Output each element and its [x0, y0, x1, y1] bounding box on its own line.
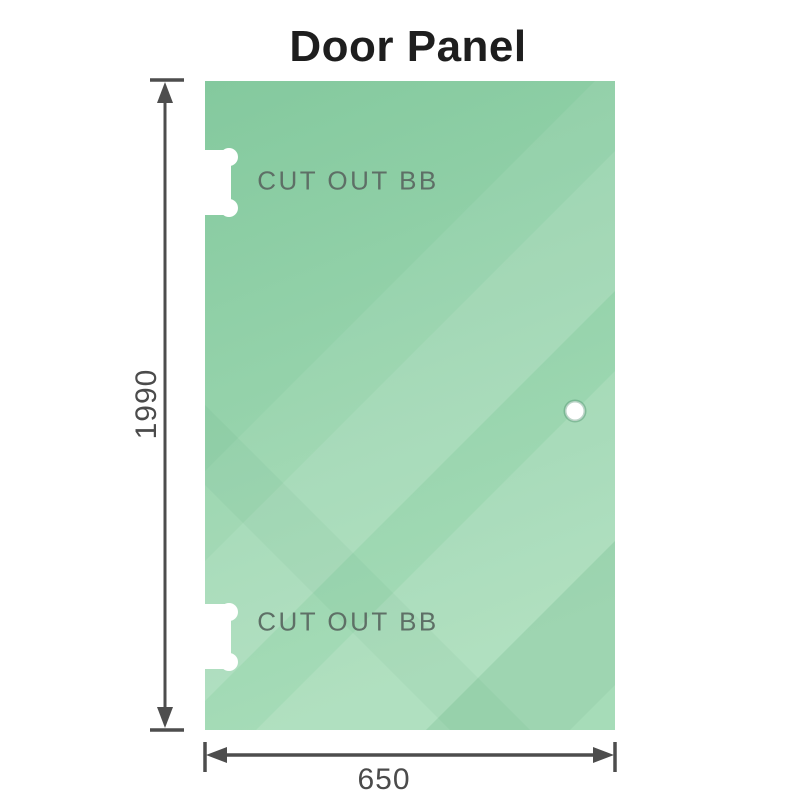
- height-dimension-line: [150, 78, 184, 732]
- arrow-up-icon: [157, 82, 173, 103]
- height-dimension-label: 1990: [130, 368, 163, 440]
- page-title: Door Panel: [289, 22, 527, 71]
- arrow-left-icon: [206, 747, 227, 763]
- hinge-cutout-bottom: [199, 603, 238, 671]
- cutout-label-top: CUT OUT BB: [257, 165, 439, 196]
- glass-panel: [199, 81, 615, 730]
- width-dimension-line: [203, 742, 617, 772]
- glass-panel-body: [205, 81, 615, 730]
- width-dimension-label: 650: [357, 763, 411, 796]
- arrow-down-icon: [157, 707, 173, 728]
- handle-hole: [563, 399, 587, 423]
- glass-shine: [205, 81, 615, 730]
- cutout-label-bottom: CUT OUT BB: [257, 606, 439, 637]
- arrow-right-icon: [593, 747, 614, 763]
- hinge-cutout-top: [199, 148, 238, 217]
